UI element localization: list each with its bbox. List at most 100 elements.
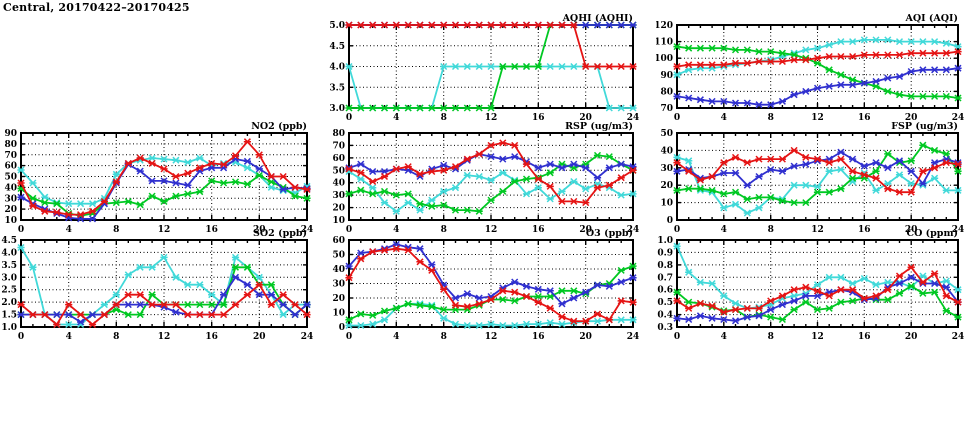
x-tick-label: 12 — [485, 225, 498, 235]
y-tick-label: 0.7 — [657, 273, 673, 283]
aqi-markers-cyan — [673, 36, 962, 79]
y-tick-label: 3.0 — [329, 104, 345, 114]
x-tick-label: 0 — [346, 225, 352, 235]
y-tick-label: 30 — [4, 194, 17, 204]
x-tick-label: 20 — [905, 332, 918, 342]
fsp-chart-svg: 0 10 20 30 40 50 0 4 8 12 16 20 24 FSP (ug/m3) — [660, 121, 964, 235]
chart-rsp: 10 20 30 40 50 60 70 80 0 4 8 12 16 20 24 RSP (ug/m3) — [328, 120, 642, 240]
y-tick-label: 1.0 — [1, 323, 17, 333]
x-tick-label: 24 — [627, 113, 640, 123]
x-tick-label: 20 — [579, 225, 592, 235]
x-tick-label: 16 — [858, 113, 871, 123]
aqhi-markers-red — [345, 21, 637, 71]
x-tick-label: 4 — [721, 332, 727, 342]
y-tick-label: 50 — [4, 173, 17, 183]
chart-so2: 1.0 1.5 2.0 2.5 3.0 3.5 4.0 4.5 0 4 8 12 16 20 24 SO2 (… — [0, 227, 316, 347]
y-tick-label: 10 — [4, 216, 17, 226]
y-tick-label: 40 — [660, 146, 673, 156]
x-tick-label: 20 — [579, 332, 592, 342]
x-tick-label: 8 — [768, 113, 774, 123]
y-tick-label: 70 — [4, 151, 17, 161]
aqi-chart-title: AQI (AQI) — [905, 13, 958, 24]
x-tick-label: 4 — [393, 113, 399, 123]
x-tick-label: 24 — [301, 225, 314, 235]
y-tick-label: 20 — [332, 294, 345, 304]
x-tick-label: 16 — [858, 332, 871, 342]
x-tick-label: 0 — [18, 332, 24, 342]
y-tick-label: 70 — [332, 141, 345, 151]
x-tick-label: 16 — [205, 225, 218, 235]
x-tick-label: 0 — [674, 225, 680, 235]
y-tick-label: 10 — [660, 199, 673, 209]
y-tick-label: 0.6 — [657, 286, 673, 296]
fsp-chart-title: FSP (ug/m3) — [891, 121, 958, 132]
x-tick-label: 16 — [205, 332, 218, 342]
y-tick-label: 100 — [656, 54, 673, 64]
so2-markers-red — [17, 281, 311, 329]
x-tick-label: 20 — [905, 225, 918, 235]
y-tick-label: 60 — [332, 236, 345, 246]
y-tick-label: 60 — [4, 162, 17, 172]
fsp-markers-red — [673, 146, 962, 196]
x-tick-label: 8 — [441, 332, 447, 342]
no2-chart-title: NO2 (ppb) — [251, 121, 307, 132]
y-tick-label: 0.3 — [657, 323, 673, 333]
y-tick-label: 3.5 — [1, 261, 17, 271]
aqi-markers-red — [673, 48, 962, 71]
o3-markers-red — [345, 245, 637, 325]
y-tick-label: 80 — [660, 87, 673, 97]
aqhi-chart-svg: 3.0 3.5 4.0 4.5 5.0 0 4 8 12 16 20 24 AQHI (AQHI) — [329, 13, 640, 123]
x-tick-label: 20 — [579, 113, 592, 123]
rsp-markers-red — [345, 139, 637, 207]
x-tick-label: 0 — [674, 332, 680, 342]
y-tick-label: 4.5 — [1, 236, 17, 246]
o3-chart-title: O3 (ppb) — [586, 228, 633, 239]
y-tick-label: 1.5 — [1, 311, 17, 321]
so2-chart-title: SO2 (ppb) — [253, 228, 307, 239]
y-tick-label: 0.9 — [657, 248, 673, 258]
x-tick-label: 8 — [113, 225, 119, 235]
chart-o3: 0 10 20 30 40 50 60 0 4 8 12 16 20 24 O3 (ppb) — [328, 227, 642, 347]
x-tick-label: 12 — [485, 332, 498, 342]
x-tick-label: 4 — [721, 113, 727, 123]
x-tick-label: 0 — [18, 225, 24, 235]
x-tick-label: 16 — [532, 332, 545, 342]
x-tick-label: 4 — [721, 225, 727, 235]
y-tick-label: 30 — [332, 191, 345, 201]
x-tick-label: 8 — [441, 225, 447, 235]
y-tick-label: 2.0 — [1, 298, 17, 308]
aqi-markers-blue — [673, 64, 962, 109]
rsp-markers-blue — [345, 150, 637, 182]
rsp-chart-title: RSP (ug/m3) — [565, 121, 633, 132]
chart-fsp: 0 10 20 30 40 50 0 4 8 12 16 20 24 FSP (ug/m3) — [656, 120, 967, 240]
y-tick-label: 0.8 — [657, 261, 673, 271]
co-chart-title: CO (ppm) — [907, 228, 958, 239]
x-tick-label: 12 — [811, 332, 824, 342]
x-tick-label: 16 — [532, 113, 545, 123]
x-tick-label: 12 — [158, 225, 171, 235]
y-tick-label: 90 — [4, 129, 17, 139]
co-markers-blue — [673, 273, 962, 325]
y-tick-label: 20 — [332, 204, 345, 214]
x-tick-label: 4 — [393, 225, 399, 235]
aqi-chart-svg: 70 80 90 100 110 120 0 4 8 12 16 20 24 AQI (AQI) — [654, 13, 964, 123]
y-tick-label: 30 — [332, 280, 345, 290]
y-tick-label: 4.0 — [1, 248, 17, 258]
x-tick-label: 4 — [393, 332, 399, 342]
x-tick-label: 0 — [674, 113, 680, 123]
no2-markers-cyan — [17, 154, 311, 208]
fsp-markers-blue — [673, 148, 962, 189]
x-tick-label: 20 — [253, 225, 266, 235]
x-tick-label: 12 — [811, 113, 824, 123]
y-tick-label: 20 — [660, 181, 673, 191]
x-tick-label: 20 — [905, 113, 918, 123]
x-tick-label: 8 — [113, 332, 119, 342]
x-tick-label: 16 — [858, 225, 871, 235]
aqhi-chart-title: AQHI (AQHI) — [562, 13, 633, 24]
x-tick-label: 4 — [66, 225, 72, 235]
y-tick-label: 40 — [332, 265, 345, 275]
y-tick-label: 0.5 — [657, 298, 673, 308]
